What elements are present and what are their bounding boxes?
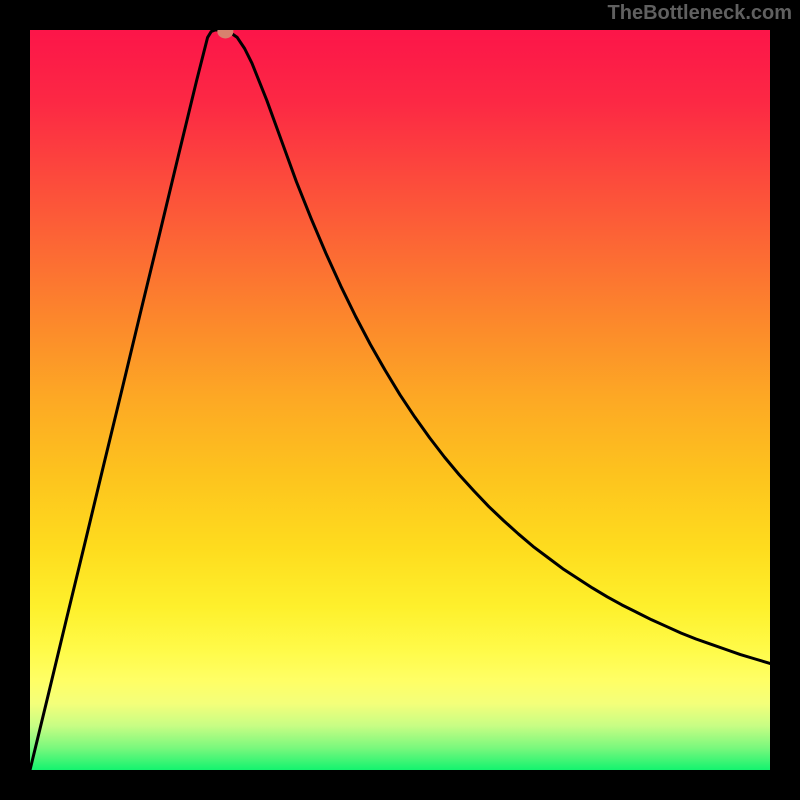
chart-svg xyxy=(30,30,770,770)
chart-container: TheBottleneck.com xyxy=(0,0,800,800)
plot-area xyxy=(30,30,770,770)
gradient-background xyxy=(30,30,770,770)
watermark-text: TheBottleneck.com xyxy=(608,2,792,25)
